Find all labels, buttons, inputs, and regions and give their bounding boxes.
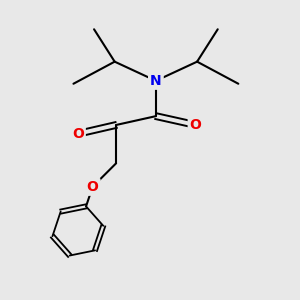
Text: N: N	[150, 74, 162, 88]
Text: O: O	[87, 180, 98, 194]
Text: O: O	[72, 127, 84, 141]
Text: O: O	[190, 118, 202, 132]
